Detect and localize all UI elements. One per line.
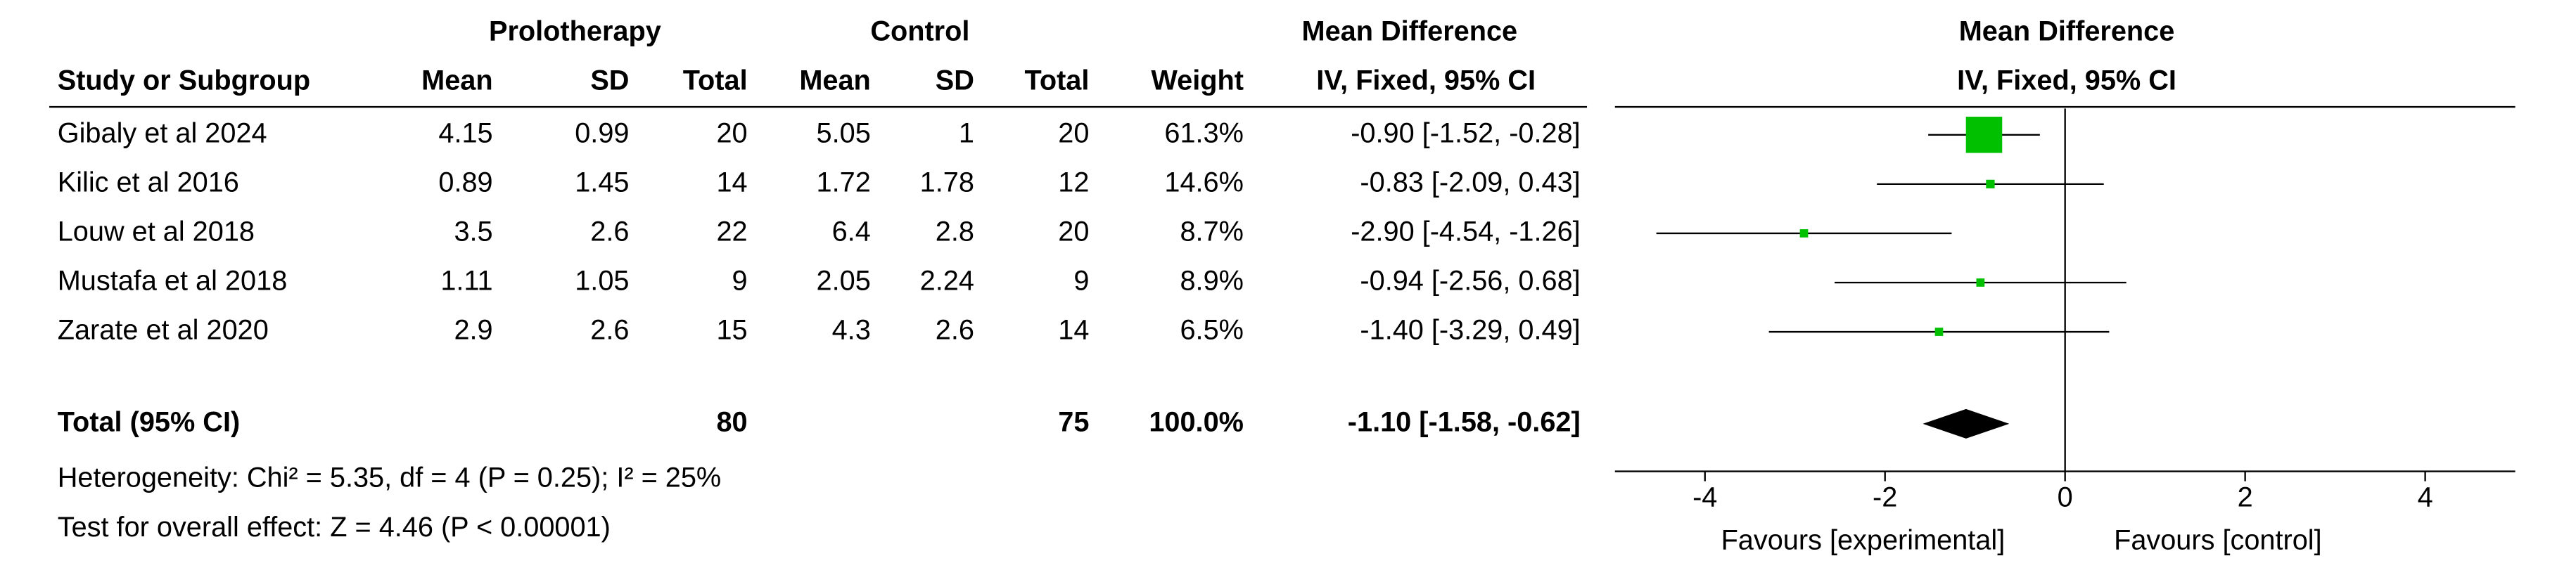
study-name: Kilic et al 2016 — [58, 167, 239, 198]
column-header: Total — [683, 65, 748, 96]
ci-text: -2.90 [-4.54, -1.26] — [1351, 216, 1581, 247]
effect-square — [1965, 117, 2003, 153]
plot-title: Mean Difference — [1959, 15, 2175, 46]
study-name: Mustafa et al 2018 — [58, 265, 288, 296]
column-header: Weight — [1151, 65, 1244, 96]
column-header: Study or Subgroup — [58, 65, 310, 96]
cell: 20 — [1058, 117, 1089, 148]
effect-header: Mean Difference — [1302, 15, 1518, 46]
ci-text: -0.94 [-2.56, 0.68] — [1360, 265, 1580, 296]
cell: 2.05 — [817, 265, 871, 296]
cell: 20 — [1058, 216, 1089, 247]
ci-text: -1.40 [-3.29, 0.49] — [1360, 315, 1580, 346]
effect-square — [1799, 229, 1809, 238]
cell: 12 — [1058, 167, 1089, 198]
cell: 1.45 — [575, 167, 629, 198]
cell: 5.05 — [817, 117, 871, 148]
cell: 20 — [716, 117, 747, 148]
column-header: Total — [1025, 65, 1090, 96]
weight: 8.7% — [1180, 216, 1243, 247]
cell: 22 — [716, 216, 747, 247]
cell: 2.6 — [590, 315, 629, 346]
ci-text: -0.83 [-2.09, 0.43] — [1360, 167, 1580, 198]
column-header: IV, Fixed, 95% CI — [1316, 65, 1536, 96]
cell: 0.89 — [438, 167, 492, 198]
cell: 1.05 — [575, 265, 629, 296]
total-name: Total (95% CI) — [58, 406, 240, 437]
cell: 3.5 — [454, 216, 492, 247]
cell: 4.3 — [832, 315, 871, 346]
cell: 14 — [1058, 315, 1089, 346]
cell: 1.78 — [920, 167, 974, 198]
total-weight: 100.0% — [1149, 406, 1244, 437]
total-ci: -1.10 [-1.58, -0.62] — [1348, 406, 1581, 437]
weight: 6.5% — [1180, 315, 1243, 346]
cell: 15 — [716, 315, 747, 346]
weight: 14.6% — [1164, 167, 1244, 198]
x-tick-label: -4 — [1692, 482, 1717, 513]
column-header: Mean — [421, 65, 492, 96]
column-header: SD — [590, 65, 629, 96]
cell: 6.4 — [832, 216, 871, 247]
column-header: Mean — [799, 65, 870, 96]
total-cell: 80 — [716, 406, 747, 437]
ci-text: -0.90 [-1.52, -0.28] — [1351, 117, 1581, 148]
cell: 1 — [959, 117, 974, 148]
cell: 1.72 — [817, 167, 871, 198]
study-name: Louw et al 2018 — [58, 216, 255, 247]
effect-square — [1934, 328, 1944, 336]
cell: 2.24 — [920, 265, 974, 296]
effect-square — [1976, 278, 1985, 287]
x-tick-label: 2 — [2238, 482, 2253, 513]
x-label-left: Favours [experimental] — [1721, 524, 2006, 555]
cell: 1.11 — [440, 265, 492, 296]
x-label-right: Favours [control] — [2114, 524, 2322, 555]
x-tick-label: 4 — [2418, 482, 2433, 513]
cell: 2.6 — [590, 216, 629, 247]
cell: 2.9 — [454, 315, 492, 346]
group-header: Control — [870, 15, 969, 46]
effect-square — [1986, 179, 1995, 189]
cell: 0.99 — [575, 117, 629, 148]
total-diamond — [1923, 408, 2010, 439]
column-header: SD — [936, 65, 974, 96]
cell: 14 — [716, 167, 747, 198]
plot-subtitle: IV, Fixed, 95% CI — [1957, 65, 2176, 96]
x-tick-label: 0 — [2058, 482, 2073, 513]
cell: 4.15 — [438, 117, 492, 148]
study-name: Zarate et al 2020 — [58, 315, 269, 346]
cell: 9 — [732, 265, 748, 296]
group-header: Prolotherapy — [489, 15, 661, 46]
cell: 2.8 — [936, 216, 974, 247]
overall-effect: Test for overall effect: Z = 4.46 (P < 0… — [58, 512, 611, 543]
cell: 2.6 — [936, 315, 974, 346]
x-tick-label: -2 — [1873, 482, 1897, 513]
weight: 8.9% — [1180, 265, 1243, 296]
weight: 61.3% — [1164, 117, 1244, 148]
cell: 9 — [1073, 265, 1089, 296]
total-cell: 75 — [1058, 406, 1089, 437]
heterogeneity: Heterogeneity: Chi² = 5.35, df = 4 (P = … — [58, 463, 722, 493]
study-name: Gibaly et al 2024 — [58, 117, 267, 148]
